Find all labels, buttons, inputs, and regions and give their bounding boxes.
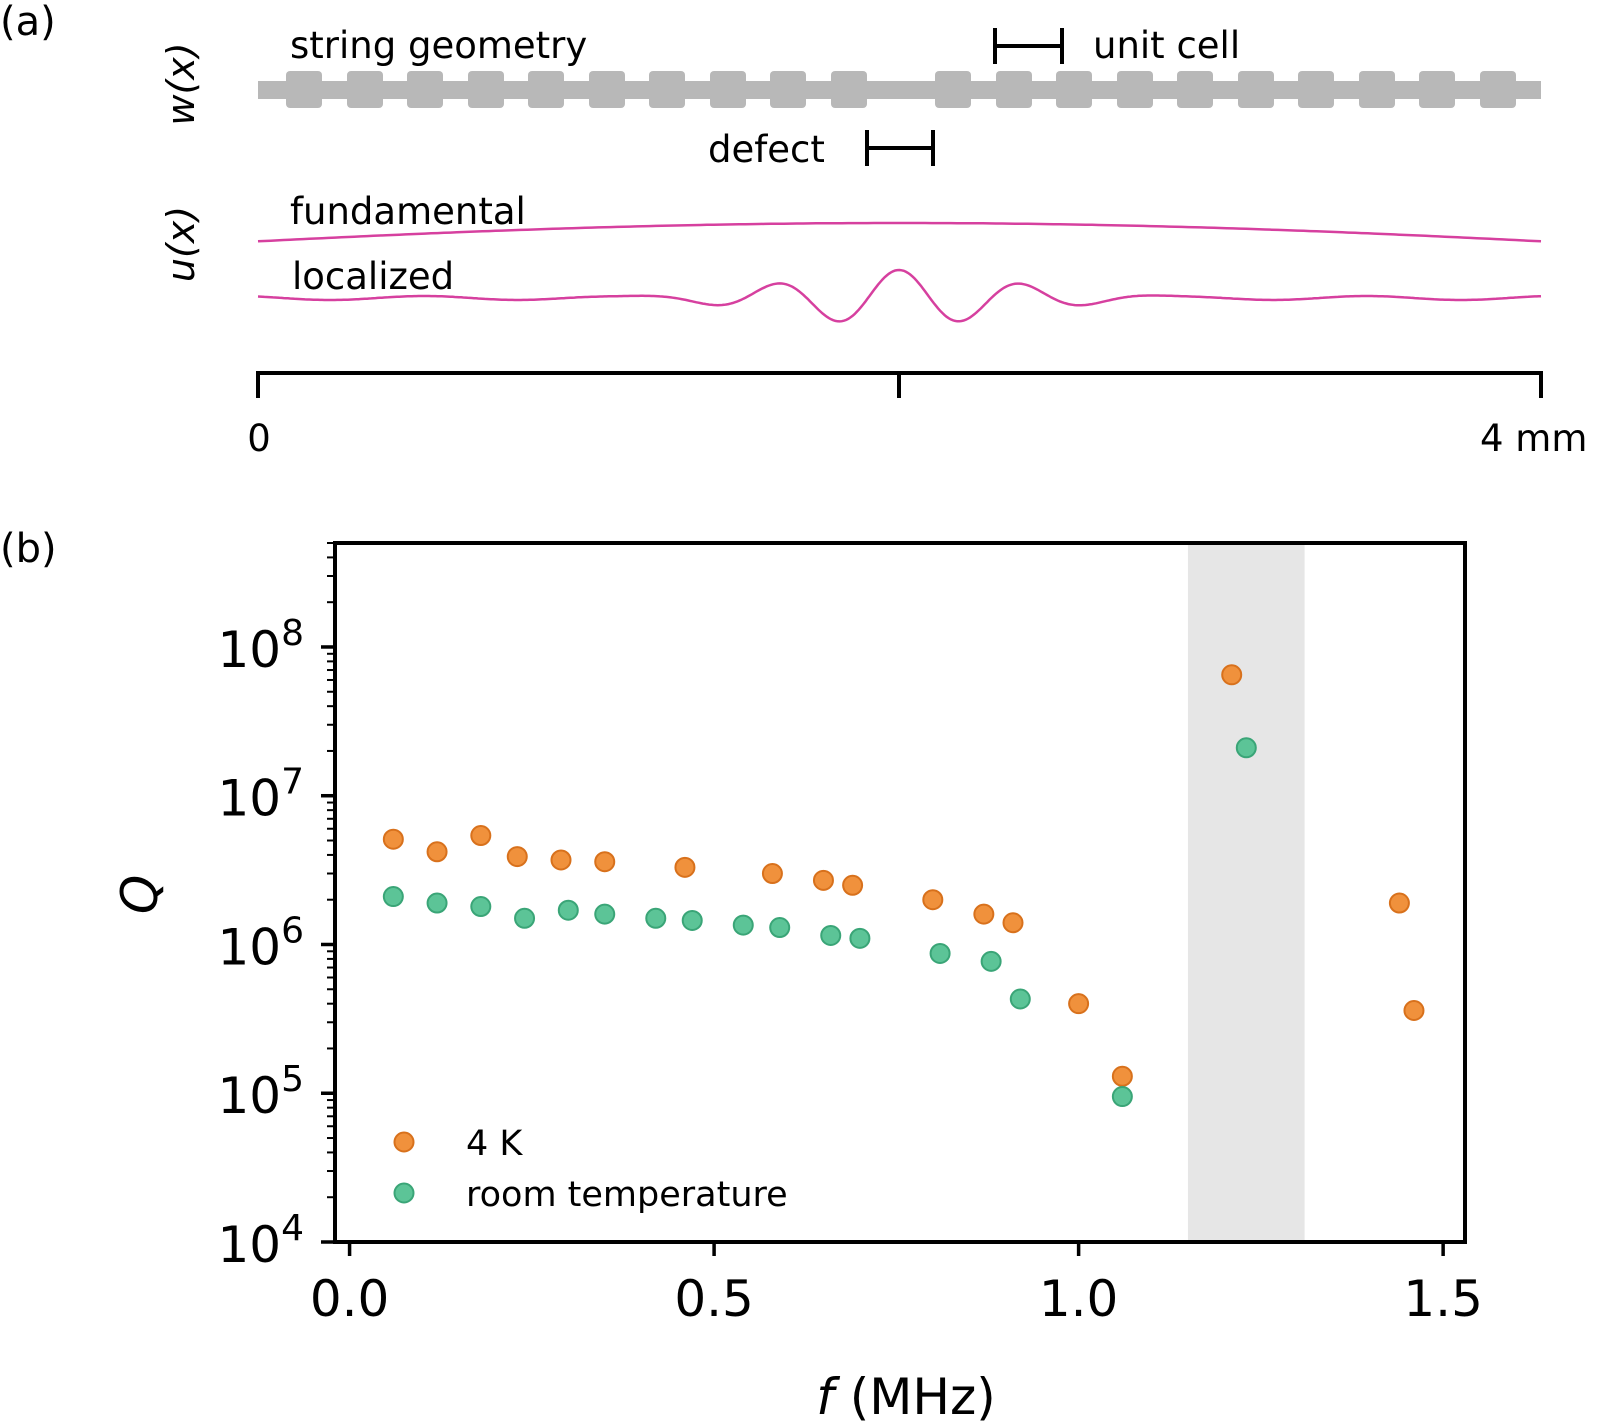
data-point (769, 917, 791, 939)
unit-cell-block (528, 71, 564, 108)
data-point (426, 892, 448, 914)
panel-a: (a) w(x) u(x) string geometry unit cell … (0, 0, 1587, 460)
unit-cell-block (1419, 71, 1455, 108)
data-point (594, 903, 616, 925)
x-tick-label: 0.0 (310, 1270, 390, 1328)
data-point (732, 914, 754, 936)
y-axis-label: Q (111, 875, 169, 914)
unit-cell-block (1177, 71, 1213, 108)
fundamental-label: fundamental (290, 190, 526, 233)
w-axis-label: w(x) (159, 42, 203, 125)
data-point (1235, 737, 1257, 759)
data-point (922, 889, 944, 911)
data-point (674, 856, 696, 878)
q-vs-frequency-chart: 0.0 0.5 1.0 1.5 104 105 106 107 108 f (MHz) Q 4 K ro… (111, 541, 1483, 1423)
unit-cell-bar (993, 28, 1064, 64)
y-tick-label: 106 (217, 910, 304, 976)
unit-cell-block (1238, 71, 1274, 108)
unit-cell-block (347, 71, 383, 108)
shaded-band (1187, 543, 1305, 1242)
y-tick-label: 107 (217, 762, 304, 828)
data-point (1111, 1065, 1133, 1087)
data-point (842, 874, 864, 896)
unit-cell-block (407, 71, 443, 108)
unit-cell-block (286, 71, 322, 108)
y-tick-label: 104 (217, 1208, 304, 1274)
unit-cell-block (468, 71, 504, 108)
data-point (550, 849, 572, 871)
data-point (426, 841, 448, 863)
data-point (1403, 999, 1425, 1021)
unit-cell-block (1056, 71, 1092, 108)
data-point (820, 924, 842, 946)
series-0 (382, 664, 1425, 1087)
defect-label: defect (708, 128, 825, 171)
localized-label: localized (292, 255, 454, 298)
length-axis-end-label: 4 mm (1480, 417, 1587, 460)
x-tick-label: 1.0 (1039, 1270, 1119, 1328)
unit-cell-block (935, 71, 971, 108)
data-point (1111, 1086, 1133, 1108)
data-point (506, 846, 528, 868)
data-point (557, 899, 579, 921)
unit-cell-block (831, 71, 867, 108)
u-axis-label: u(x) (159, 206, 203, 282)
string-geometry-label: string geometry (290, 24, 587, 67)
data-point (681, 909, 703, 931)
data-point (1388, 892, 1410, 914)
data-point (980, 950, 1002, 972)
x-axis-label: f (MHz) (816, 1368, 996, 1423)
plot-frame (333, 541, 1467, 1244)
unit-cell-block (770, 71, 806, 108)
unit-cell-block (649, 71, 685, 108)
x-tick-label: 1.5 (1403, 1270, 1483, 1328)
series-1 (382, 737, 1257, 1108)
data-point (973, 903, 995, 925)
data-point (812, 869, 834, 891)
data-point (470, 896, 492, 918)
length-axis (256, 371, 1543, 398)
legend-label: 4 K (466, 1124, 523, 1164)
data-point (382, 828, 404, 850)
unit-cell-label: unit cell (1093, 24, 1240, 67)
data-point (382, 886, 404, 908)
panel-a-label: (a) (0, 0, 56, 45)
unit-cell-block (1117, 71, 1153, 108)
defect-bar (865, 130, 935, 166)
data-point (1002, 912, 1024, 934)
legend: 4 K room temperature (393, 1124, 788, 1215)
data-point (514, 907, 536, 929)
data-point (1068, 993, 1090, 1015)
y-tick-label: 105 (217, 1059, 304, 1125)
panel-b-label: (b) (0, 526, 57, 572)
unit-cell-block (1480, 71, 1516, 108)
string-beam (258, 81, 1541, 99)
localized-mode-curve (257, 268, 1542, 323)
unit-cell-block (710, 71, 746, 108)
legend-marker (393, 1131, 415, 1153)
data-point (645, 907, 667, 929)
data-point (470, 825, 492, 847)
data-point (849, 927, 871, 949)
x-tick-label: 0.5 (674, 1270, 754, 1328)
data-point (1009, 988, 1031, 1010)
panel-b: (b) 0.0 0.5 1.0 1.5 104 105 106 107 108 f (MHz) Q 4… (0, 526, 1483, 1423)
legend-marker (393, 1182, 415, 1204)
string-geometry (258, 71, 1541, 108)
data-point (761, 863, 783, 885)
data-point (929, 942, 951, 964)
unit-cell-block (996, 71, 1032, 108)
data-point (1221, 664, 1243, 686)
length-axis-start-label: 0 (247, 417, 271, 460)
unit-cell-block (1298, 71, 1334, 108)
y-tick-label: 108 (217, 613, 304, 679)
unit-cell-block (589, 71, 625, 108)
legend-label: room temperature (466, 1175, 788, 1215)
data-point (594, 851, 616, 873)
fundamental-mode-curve (257, 221, 1542, 243)
unit-cell-block (1359, 71, 1395, 108)
